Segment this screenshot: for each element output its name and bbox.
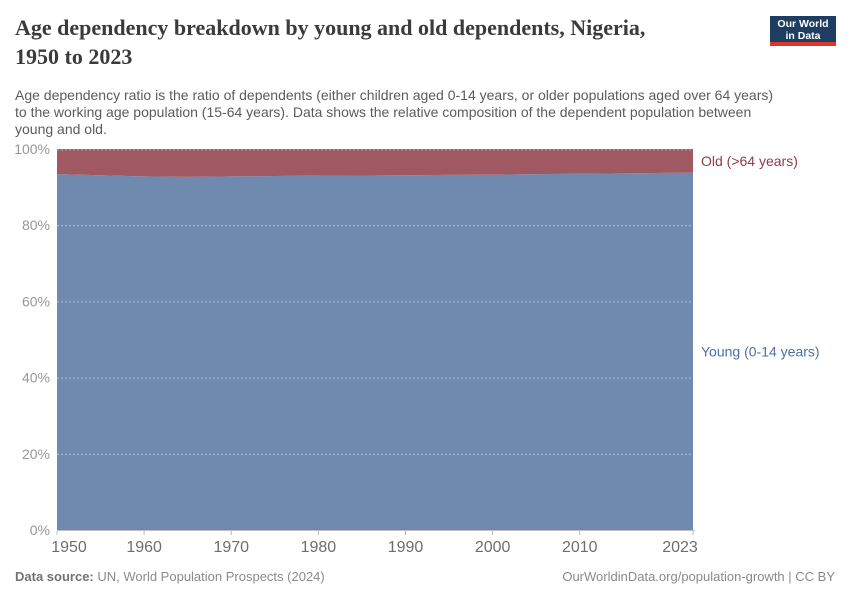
x-tick-label-1990: 1990 [388, 539, 424, 556]
old-64-years-label: Old (>64 years) [701, 153, 798, 169]
x-tick-label-1980: 1980 [301, 539, 337, 556]
y-tick-label-80: 80% [22, 217, 50, 233]
chart-subtitle-line-1: Age dependency ratio is the ratio of dep… [15, 87, 774, 103]
owid-logo[interactable]: Our World in Data [770, 16, 836, 46]
chart-title: Age dependency breakdown by young and ol… [15, 13, 775, 71]
data-source-line: Data source: UN, World Population Prospe… [15, 569, 325, 584]
owid-logo-line-1: Our World [777, 18, 829, 30]
y-tick-label-0: 0% [30, 522, 50, 538]
chart-title-line-2: 1950 to 2023 [15, 44, 133, 69]
y-tick-label-60: 60% [22, 293, 50, 309]
young-0-14-years-area[interactable] [57, 172, 693, 530]
x-tick-label-1960: 1960 [126, 539, 162, 556]
x-tick-label-2023: 2023 [662, 539, 698, 556]
x-tick-label-2000: 2000 [475, 539, 511, 556]
x-tick-label-1970: 1970 [213, 539, 249, 556]
chart-subtitle-line-3: young and old. [15, 121, 107, 137]
data-source-value: UN, World Population Prospects (2024) [93, 569, 325, 584]
chart-title-line-1: Age dependency breakdown by young and ol… [15, 15, 646, 40]
data-source-label: Data source: [15, 569, 94, 584]
owid-logo-line-2: in Data [785, 29, 821, 42]
old-64-years-area[interactable] [57, 149, 693, 177]
chart-footer: Data source: UN, World Population Prospe… [15, 569, 835, 587]
x-tick-label-1950: 1950 [51, 539, 87, 556]
y-tick-label-20: 20% [22, 446, 50, 462]
chart-subtitle-line-2: to the working age population (15-64 yea… [15, 104, 752, 120]
x-tick-label-2010: 2010 [562, 539, 598, 556]
y-tick-label-100: 100% [14, 141, 50, 157]
y-tick-label-40: 40% [22, 370, 50, 386]
young-0-14-years-label: Young (0-14 years) [701, 343, 820, 359]
chart-subtitle: Age dependency ratio is the ratio of dep… [15, 87, 840, 138]
attribution-link[interactable]: OurWorldinData.org/population-growth | C… [562, 569, 835, 584]
